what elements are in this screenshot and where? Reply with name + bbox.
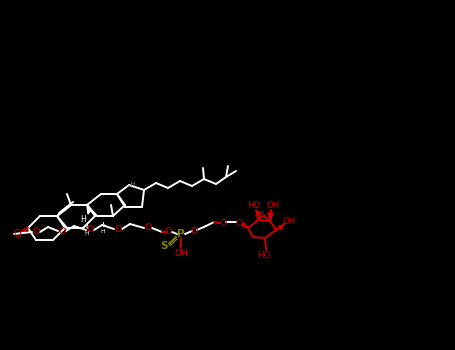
Text: S: S: [160, 241, 168, 251]
Text: =
H: = H: [101, 224, 106, 235]
Text: O: O: [190, 226, 197, 236]
Text: O: O: [32, 228, 40, 237]
Polygon shape: [23, 228, 28, 233]
Text: OH: OH: [266, 202, 280, 210]
Text: P: P: [177, 229, 185, 239]
Text: O: O: [164, 228, 172, 237]
Text: O: O: [13, 229, 21, 239]
Text: ,,H: ,,H: [126, 181, 136, 187]
Text: O: O: [144, 224, 152, 232]
Polygon shape: [268, 213, 273, 221]
Polygon shape: [243, 223, 248, 228]
Text: HO: HO: [258, 251, 271, 259]
Text: OH: OH: [174, 248, 188, 258]
Text: O: O: [58, 226, 66, 236]
Text: O: O: [258, 210, 264, 219]
Text: O: O: [219, 218, 227, 228]
Text: H: H: [80, 216, 86, 224]
Polygon shape: [87, 205, 91, 214]
Text: O: O: [235, 219, 243, 229]
Text: =
H: = H: [85, 226, 90, 236]
Text: O: O: [86, 225, 94, 234]
Text: HO: HO: [248, 202, 261, 210]
Text: O: O: [114, 224, 121, 233]
Text: OH: OH: [283, 217, 296, 225]
